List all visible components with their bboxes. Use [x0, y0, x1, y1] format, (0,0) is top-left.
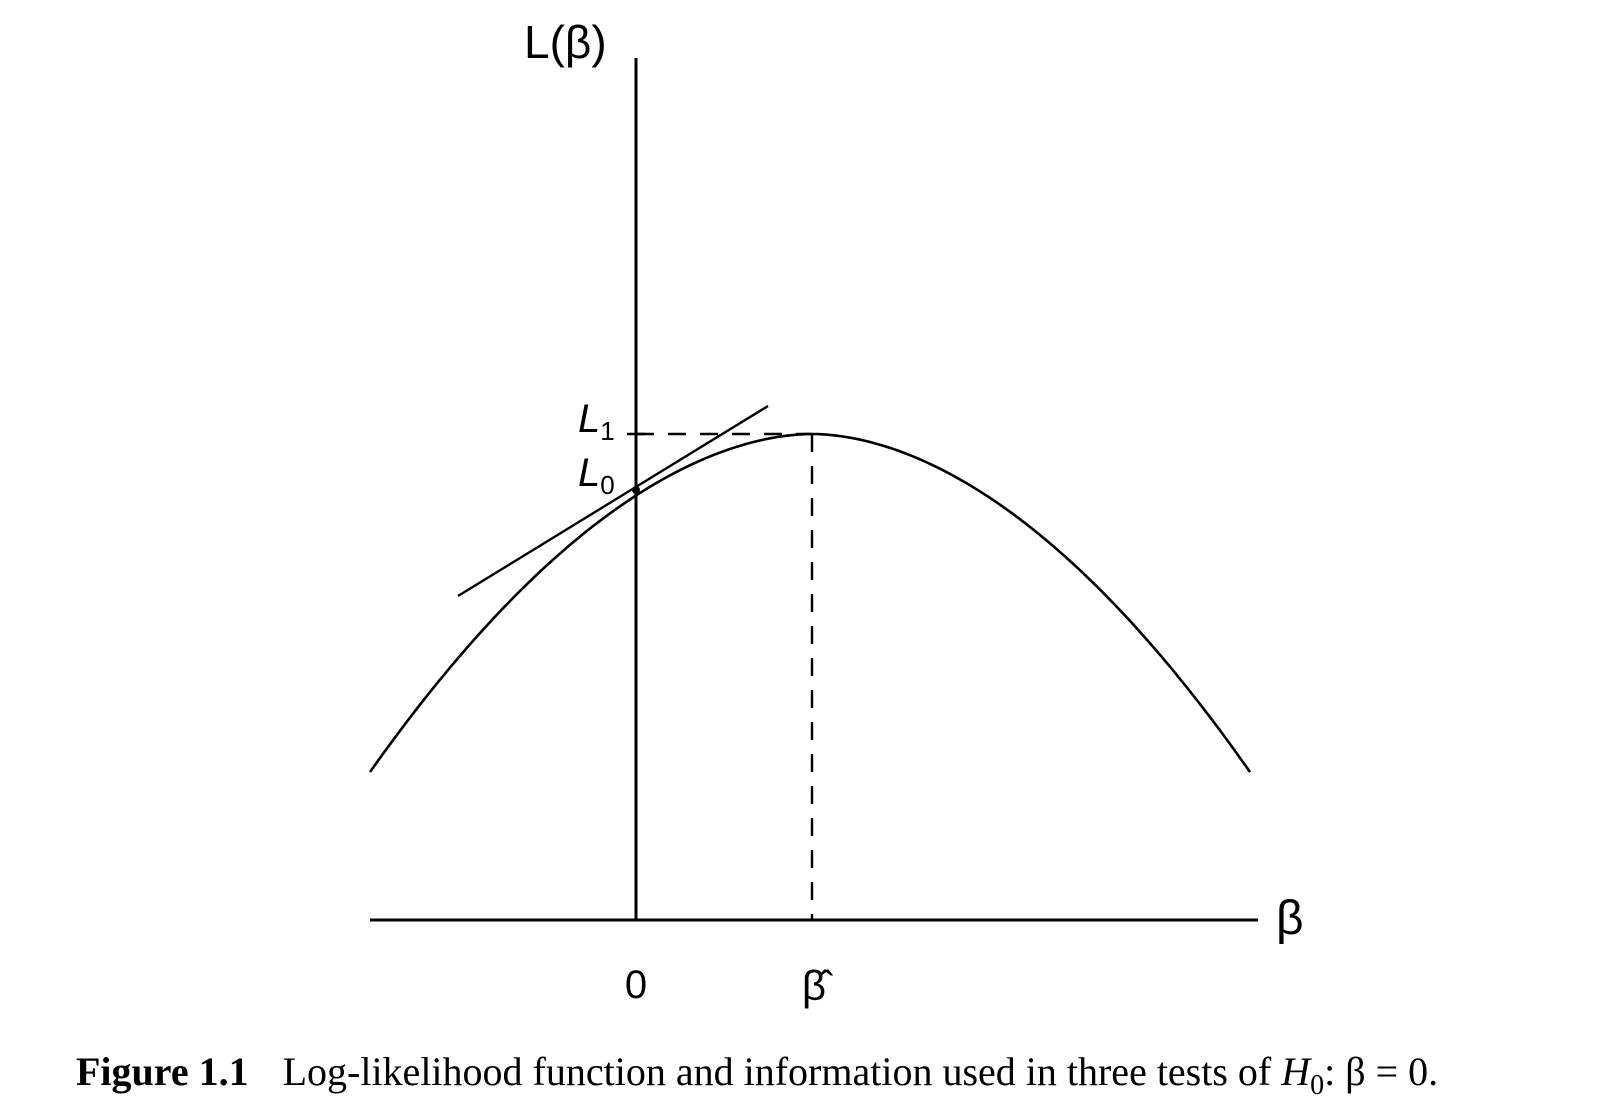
x-tick-label-zero: 0 [625, 963, 647, 1007]
x-tick-label-beta-hat: β̂ [802, 962, 833, 1009]
caption-figure-label: Figure [76, 1049, 189, 1094]
figure-caption: Figure 1.1 Log-likelihood function and inf… [76, 1052, 1438, 1100]
caption-h-subscript: 0 [1310, 1070, 1325, 1101]
y-axis-label: L(β) [524, 16, 607, 68]
caption-text-before: Log-likelihood function and information … [282, 1049, 1282, 1094]
log-likelihood-curve [368, 432, 1252, 773]
log-likelihood-figure: L(β) L1 L0 β 0 β̂ [368, 16, 1304, 1009]
caption-text: Log-likelihood function and information … [282, 1049, 1439, 1100]
l0-label: L0 [578, 451, 615, 500]
caption-figure-number: 1.1 [198, 1049, 249, 1094]
l1-label: L1 [578, 397, 615, 446]
l0-point [632, 486, 640, 494]
tangent-line-at-l0 [457, 404, 769, 598]
x-axis-label: β [1276, 892, 1304, 945]
caption-h-symbol: H [1281, 1049, 1311, 1094]
caption-text-after: : β = 0. [1324, 1049, 1439, 1094]
